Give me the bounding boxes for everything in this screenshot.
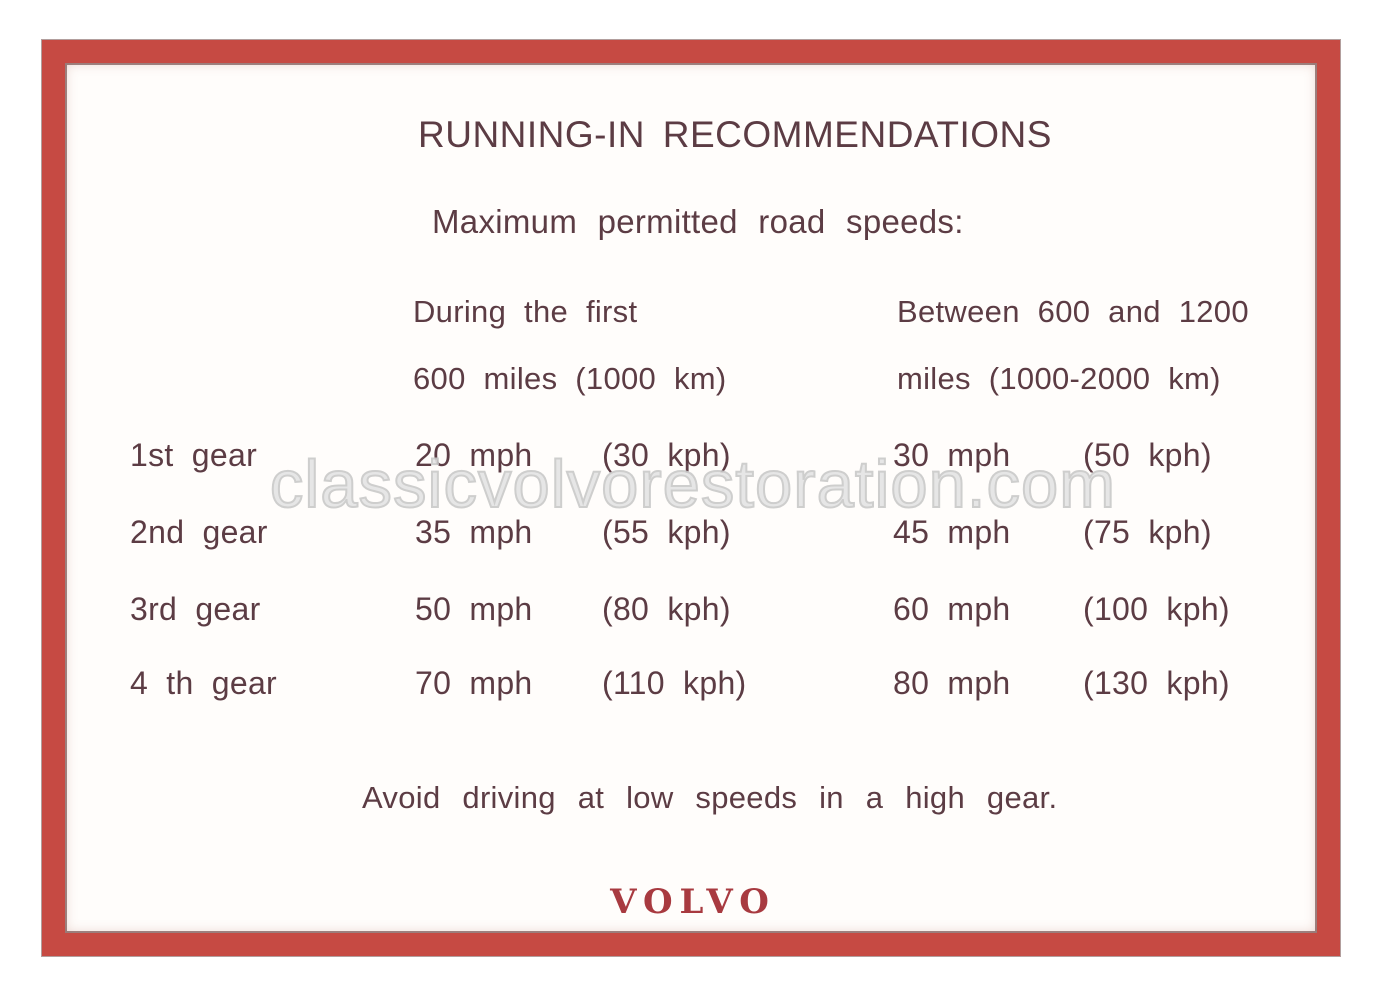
second-period-kph: (50 kph) [1083,437,1212,473]
second-period-mph: 45 mph [893,514,1011,550]
column-header-line1: During the first [413,294,638,329]
table-row: 4 th gear 70 mph (110 kph) 80 mph (130 k… [0,665,1386,705]
column-header-line2: 600 miles (1000 km) [413,361,727,396]
gear-label: 3rd gear [130,591,261,627]
first-period-kph: (55 kph) [602,514,731,550]
gear-label: 4 th gear [130,665,278,701]
second-period-mph: 30 mph [893,437,1011,473]
second-period-mph: 80 mph [893,665,1011,701]
table-row: 2nd gear 35 mph (55 kph) 45 mph (75 kph) [0,514,1386,554]
column-header-line1: Between 600 and 1200 [897,294,1249,329]
second-period-kph: (100 kph) [1083,591,1230,627]
footnote: Avoid driving at low speeds in a high ge… [362,780,1058,815]
first-period-kph: (30 kph) [602,437,731,473]
red-border-frame [42,40,1340,956]
first-period-mph: 20 mph [415,437,533,473]
second-period-mph: 60 mph [893,591,1011,627]
first-period-kph: (80 kph) [602,591,731,627]
table-row: 3rd gear 50 mph (80 kph) 60 mph (100 kph… [0,591,1386,631]
first-period-kph: (110 kph) [602,665,747,701]
column-header-line2: miles (1000-2000 km) [897,361,1221,396]
first-period-mph: 35 mph [415,514,533,550]
gear-label: 1st gear [130,437,258,473]
column-header-second-period: Between 600 and 1200 miles (1000-2000 km… [897,278,1249,412]
subtitle: Maximum permitted road speeds: [432,203,964,240]
second-period-kph: (75 kph) [1083,514,1212,550]
second-period-kph: (130 kph) [1083,665,1230,701]
volvo-logo: VOLVO [610,882,776,922]
column-header-first-period: During the first 600 miles (1000 km) [413,278,727,412]
first-period-mph: 50 mph [415,591,533,627]
first-period-mph: 70 mph [415,665,533,701]
table-row: 1st gear 20 mph (30 kph) 30 mph (50 kph) [0,437,1386,477]
gear-label: 2nd gear [130,514,268,550]
page-title: RUNNING-IN RECOMMENDATIONS [418,114,1052,155]
